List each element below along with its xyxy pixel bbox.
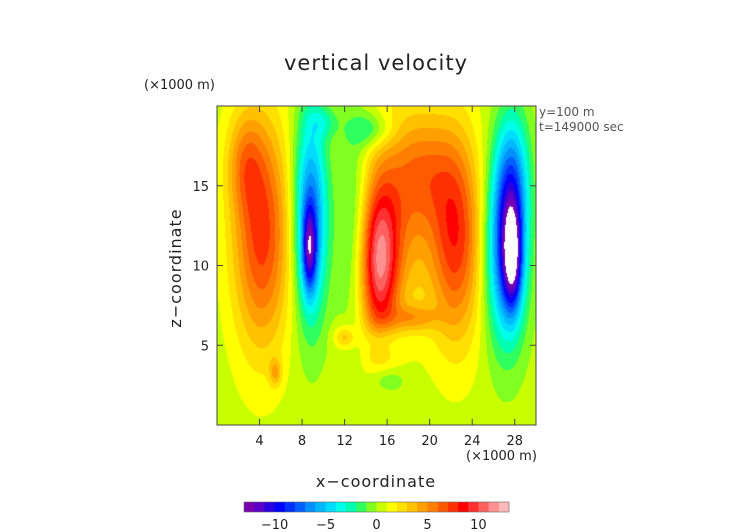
plot-area <box>216 105 537 426</box>
colorbar-swatch <box>417 502 428 512</box>
colorbar <box>243 501 510 513</box>
annotation-y-position: y=100 m <box>539 105 595 119</box>
x-axis-label: x−coordinate <box>316 472 436 491</box>
colorbar-swatch <box>315 502 326 512</box>
x-tick-label: 8 <box>298 434 306 449</box>
colorbar-tick-label: 5 <box>423 518 431 532</box>
colorbar-swatch <box>376 502 388 512</box>
colorbar-swatch <box>305 502 316 512</box>
colorbar-tick-label: −5 <box>316 518 335 532</box>
chart-title: vertical velocity <box>284 51 468 75</box>
colorbar-swatch <box>498 502 510 512</box>
colorbar-swatch <box>254 502 265 512</box>
colorbar-swatch <box>478 502 490 512</box>
y-unit-label: (×1000 m) <box>144 78 215 93</box>
colorbar-swatch <box>427 502 439 512</box>
colorbar-tick-label: 10 <box>470 518 487 532</box>
colorbar-swatch <box>458 502 469 512</box>
colorbar-swatch <box>274 502 286 512</box>
colorbar-swatch <box>264 502 275 512</box>
colorbar-swatch <box>325 502 337 512</box>
colorbar-swatch <box>356 502 367 512</box>
x-tick-label: 20 <box>421 434 438 449</box>
colorbar-frame <box>243 501 510 513</box>
colorbar-swatch <box>396 502 408 512</box>
x-tick-label: 4 <box>255 434 263 449</box>
colorbar-tick-label: 0 <box>372 518 380 532</box>
colorbar-swatch <box>335 502 347 512</box>
y-axis-ticks: 5 10 15 <box>192 180 536 354</box>
x-tick-label: 28 <box>506 434 523 449</box>
y-tick-label: 10 <box>192 260 209 275</box>
colorbar-swatch <box>294 502 306 512</box>
x-tick-label: 24 <box>464 434 481 449</box>
colorbar-swatch <box>437 502 449 512</box>
x-tick-label: 16 <box>379 434 396 449</box>
colorbar-swatch <box>244 502 255 512</box>
colorbar-ticks: −10 −5 0 5 10 <box>261 518 487 532</box>
y-tick-label: 5 <box>201 339 209 354</box>
colorbar-swatch <box>447 502 459 512</box>
colorbar-swatch <box>284 502 296 512</box>
x-axis-ticks: 4 8 12 16 20 24 28 <box>255 106 523 449</box>
annotation-time: t=149000 sec <box>539 120 624 134</box>
colorbar-swatch <box>468 502 479 512</box>
y-axis-label: z−coordinate <box>166 208 185 327</box>
colorbar-swatch <box>345 502 357 512</box>
colorbar-swatch <box>407 502 418 512</box>
heatmap-field <box>217 106 536 425</box>
colorbar-swatch <box>386 502 398 512</box>
x-unit-label: (×1000 m) <box>466 449 537 464</box>
y-tick-label: 15 <box>192 180 209 195</box>
x-tick-label: 12 <box>336 434 353 449</box>
colorbar-tick-label: −10 <box>261 518 288 532</box>
colorbar-swatch <box>366 502 377 512</box>
colorbar-swatch <box>488 502 500 512</box>
